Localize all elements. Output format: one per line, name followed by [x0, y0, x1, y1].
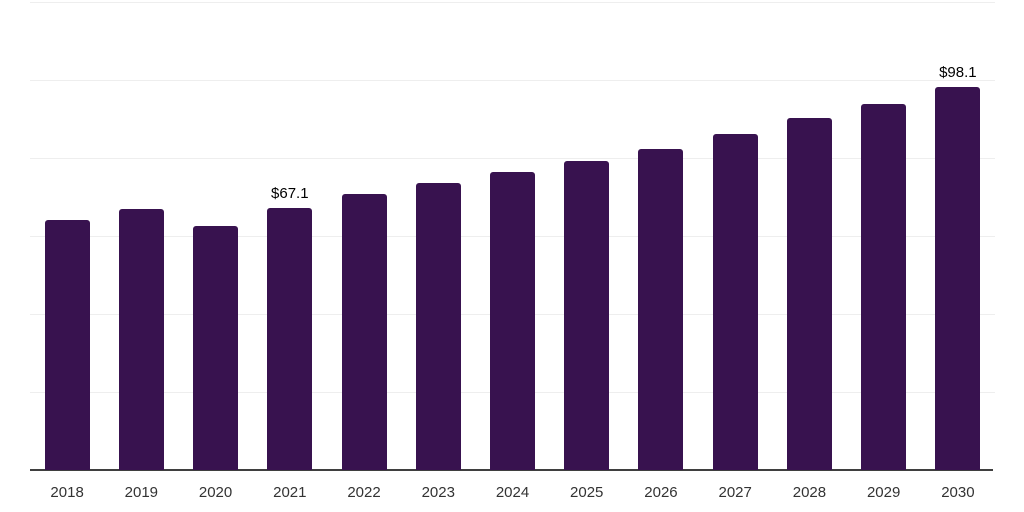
gridline: [30, 2, 995, 3]
bar-2029: [861, 104, 907, 470]
x-tick-label: 2024: [495, 484, 530, 501]
x-tick-label: 2023: [421, 484, 455, 501]
x-tick-label: 2021: [273, 484, 307, 501]
bar-2025: [564, 160, 610, 470]
bar-2018: [44, 220, 90, 470]
bar-2026: [638, 149, 684, 470]
x-tick-label: 2025: [570, 484, 604, 501]
bar-2028: [786, 118, 832, 470]
x-tick-label: 2027: [718, 484, 752, 501]
bar-2023: [415, 183, 461, 470]
x-tick-label: 2026: [644, 484, 678, 501]
bar-2027: [712, 133, 758, 470]
x-tick-label: 2022: [347, 484, 381, 501]
x-tick-label: 2029: [866, 484, 901, 501]
bar-value-label: $98.1: [939, 64, 977, 82]
bar-value-label: $67.1: [271, 185, 309, 203]
x-tick-label: 2030: [941, 484, 975, 501]
x-axis-line: [30, 469, 993, 471]
gridline: [30, 158, 995, 159]
bar-2022: [341, 193, 387, 470]
bar-2021: [267, 208, 313, 470]
x-tick-label: 2020: [198, 484, 233, 501]
bar-2019: [118, 209, 164, 470]
x-tick-label: 2028: [792, 484, 827, 501]
bar-2024: [490, 172, 535, 470]
bar-2020: [193, 225, 239, 470]
x-tick-label: 2018: [50, 484, 84, 501]
gridline: [30, 80, 995, 81]
x-tick-label: 2019: [124, 484, 159, 501]
bar-2030: [935, 87, 981, 470]
